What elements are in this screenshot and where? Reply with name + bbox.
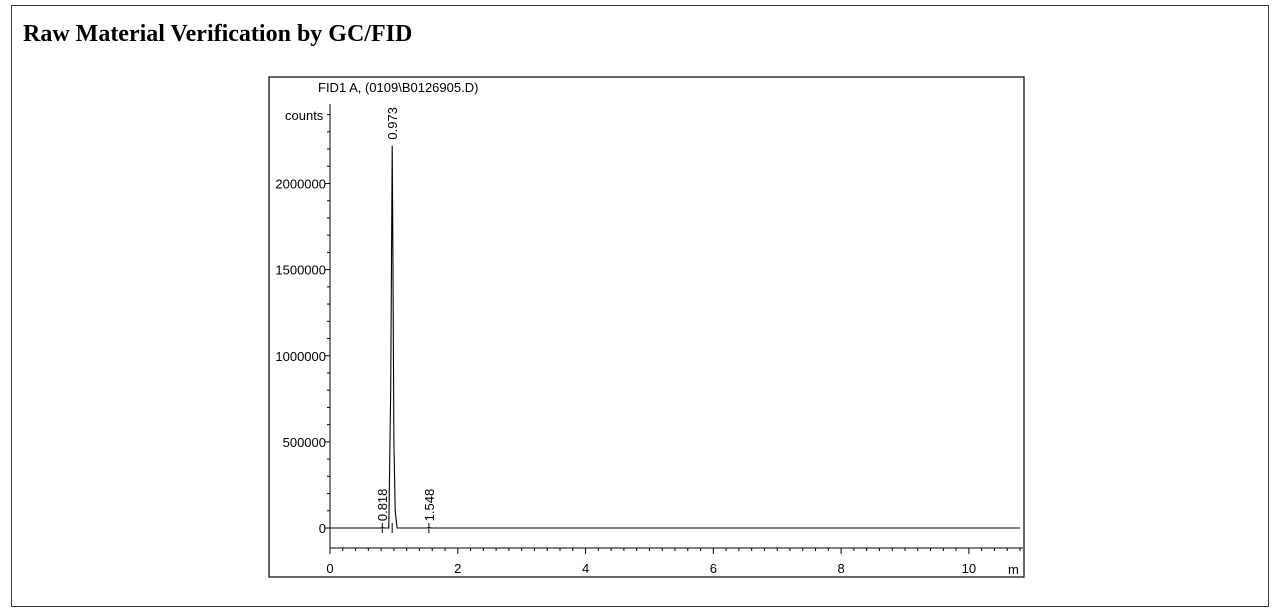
y-tick-label: 0 (319, 521, 326, 536)
x-tick-label: 0 (326, 561, 333, 576)
peak-label: 0.973 (385, 107, 400, 140)
x-axis-unit-label: m (1008, 562, 1019, 577)
report-frame (11, 5, 1269, 607)
chart-title: FID1 A, (0109\B0126905.D) (318, 80, 478, 95)
y-tick-label: 1000000 (275, 349, 326, 364)
x-tick-label: 6 (710, 561, 717, 576)
x-tick-label: 4 (582, 561, 589, 576)
chart-frame (268, 76, 1025, 578)
x-tick-label: 2 (454, 561, 461, 576)
peak-label: 1.548 (422, 489, 437, 522)
y-tick-label: 500000 (283, 435, 326, 450)
peak-label: 0.818 (375, 489, 390, 522)
x-tick-label: 10 (962, 561, 976, 576)
y-tick-label: 1500000 (275, 263, 326, 278)
y-tick-label: 2000000 (275, 177, 326, 192)
x-tick-label: 8 (837, 561, 844, 576)
signal-trace (330, 145, 1020, 529)
plot-area: 0 500000 1000000 1500000 2000000 0 2 4 6 8 10 0.818… (275, 104, 1023, 576)
y-axis-label: counts (285, 108, 324, 123)
page-title: Raw Material Verification by GC/FID (23, 21, 413, 47)
